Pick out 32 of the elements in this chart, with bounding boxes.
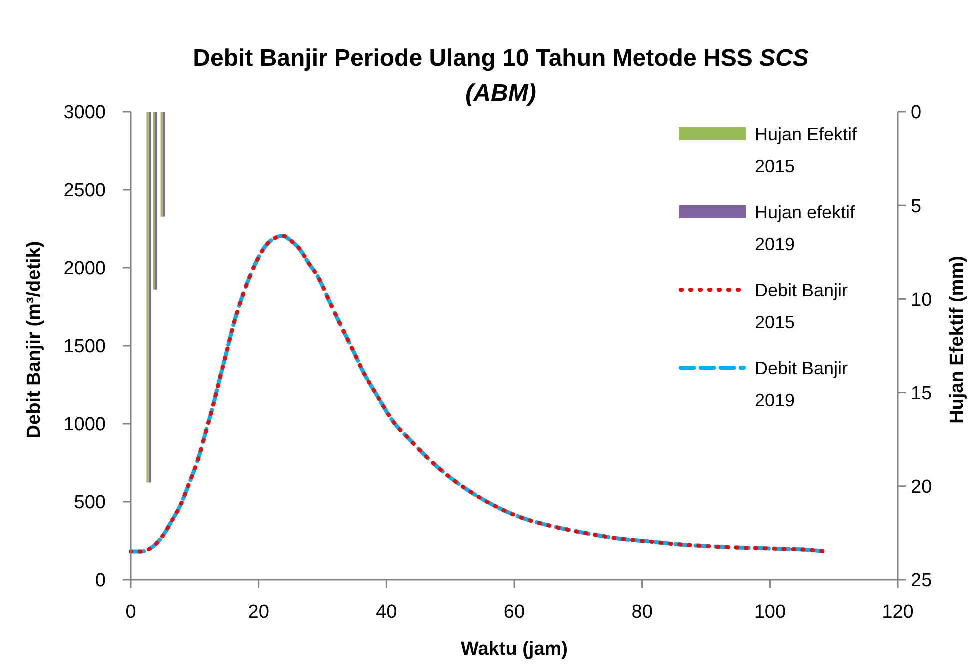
y2-tick-label: 25: [911, 570, 932, 592]
y2-tick-label: 0: [911, 102, 922, 124]
bar: [162, 112, 166, 217]
legend-label: Hujan efektif 2019: [755, 202, 856, 254]
x-tick-label: 80: [632, 602, 653, 623]
y2-tick-label: 10: [911, 290, 932, 311]
chart-title: Debit Banjir Periode Ulang 10 Tahun Metode HSS SCS (ABM): [193, 45, 809, 107]
y-tick-label: 2500: [64, 180, 106, 202]
legend-label: Debit Banjir 2015: [755, 280, 848, 332]
y2-tick-label: 5: [911, 196, 922, 218]
y-tick-label: 2000: [64, 258, 106, 280]
bar: [148, 112, 152, 483]
y-tick-label: 1500: [64, 336, 106, 358]
x-axis-title: Waktu (jam): [461, 639, 568, 660]
bar: [160, 112, 163, 217]
legend-label: Debit Banjir 2019: [755, 358, 848, 410]
x-tick-label: 20: [248, 602, 270, 623]
x-tick-label: 100: [754, 602, 786, 623]
y2-tick-label: 15: [911, 383, 932, 404]
y2-tick-label: 20: [911, 477, 932, 498]
x-tick-label: 120: [882, 602, 914, 623]
x-tick-label: 60: [504, 602, 526, 623]
y2-axis-title: Hujan Efektif (mm): [947, 256, 968, 424]
x-tick-label: 0: [126, 602, 136, 623]
x-tick-label: 40: [376, 602, 398, 623]
y-tick-label: 500: [74, 492, 106, 514]
legend-label: Hujan Efektif 2015: [755, 124, 858, 176]
y-axis-title: Debit Banjir (m³/detik): [24, 241, 45, 439]
y-tick-label: 1000: [64, 414, 106, 436]
y-tick-label: 0: [95, 570, 106, 592]
bar: [146, 112, 149, 483]
y-tick-label: 3000: [64, 102, 106, 124]
